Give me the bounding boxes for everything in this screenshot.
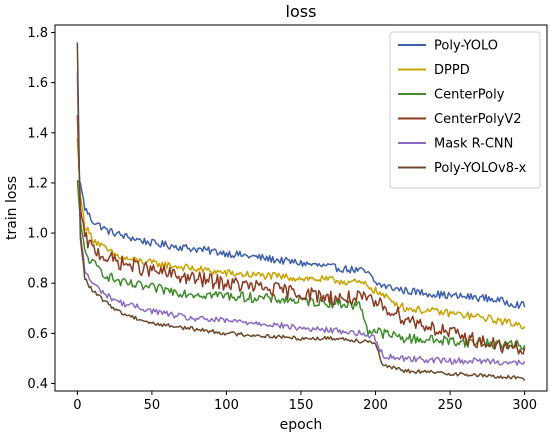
- x-tick-label: 50: [144, 398, 161, 413]
- x-tick-label: 200: [363, 398, 388, 413]
- x-tick-label: 150: [289, 398, 314, 413]
- x-axis: 0 50 100 150 200 250 300: [73, 391, 537, 413]
- x-tick-label: 100: [214, 398, 239, 413]
- series-line-poly-yolo: [76, 179, 526, 310]
- y-tick-label: 1.0: [27, 227, 48, 242]
- y-tick-label: 1.6: [27, 76, 48, 91]
- legend-label: CenterPoly: [434, 88, 505, 103]
- y-tick-label: 0.4: [27, 377, 48, 392]
- legend-label: Poly-YOLOv8-x: [434, 161, 527, 176]
- y-tick-label: 0.6: [27, 327, 48, 342]
- series-layer: [76, 42, 526, 381]
- y-axis: 0.4 0.6 0.8 1.0 1.2 1.4 1.6 1.8: [27, 26, 55, 392]
- x-tick-label: 300: [512, 398, 537, 413]
- y-tick-label: 0.8: [27, 277, 48, 292]
- series-line-poly-yolov8-x: [76, 42, 526, 381]
- y-axis-label: train loss: [4, 176, 20, 240]
- series-line-mask-r-cnn: [76, 72, 526, 366]
- legend-label: DPPD: [434, 63, 470, 78]
- y-tick-label: 1.2: [27, 176, 48, 191]
- legend-label: Poly-YOLO: [434, 39, 498, 54]
- legend: Poly-YOLO DPPD CenterPoly CenterPolyV2 Mask …: [389, 31, 541, 189]
- y-tick-label: 1.8: [27, 26, 48, 41]
- x-tick-label: 250: [438, 398, 463, 413]
- chart-title: loss: [286, 2, 317, 21]
- series-line-centerpolyv2: [76, 115, 526, 355]
- legend-label: Mask R-CNN: [434, 137, 513, 152]
- y-tick-label: 1.4: [27, 126, 48, 141]
- x-tick-label: 0: [73, 398, 81, 413]
- legend-box: [389, 31, 541, 189]
- legend-label: CenterPolyV2: [434, 112, 522, 127]
- x-axis-label: epoch: [280, 417, 323, 433]
- series-line-dppd: [76, 137, 526, 330]
